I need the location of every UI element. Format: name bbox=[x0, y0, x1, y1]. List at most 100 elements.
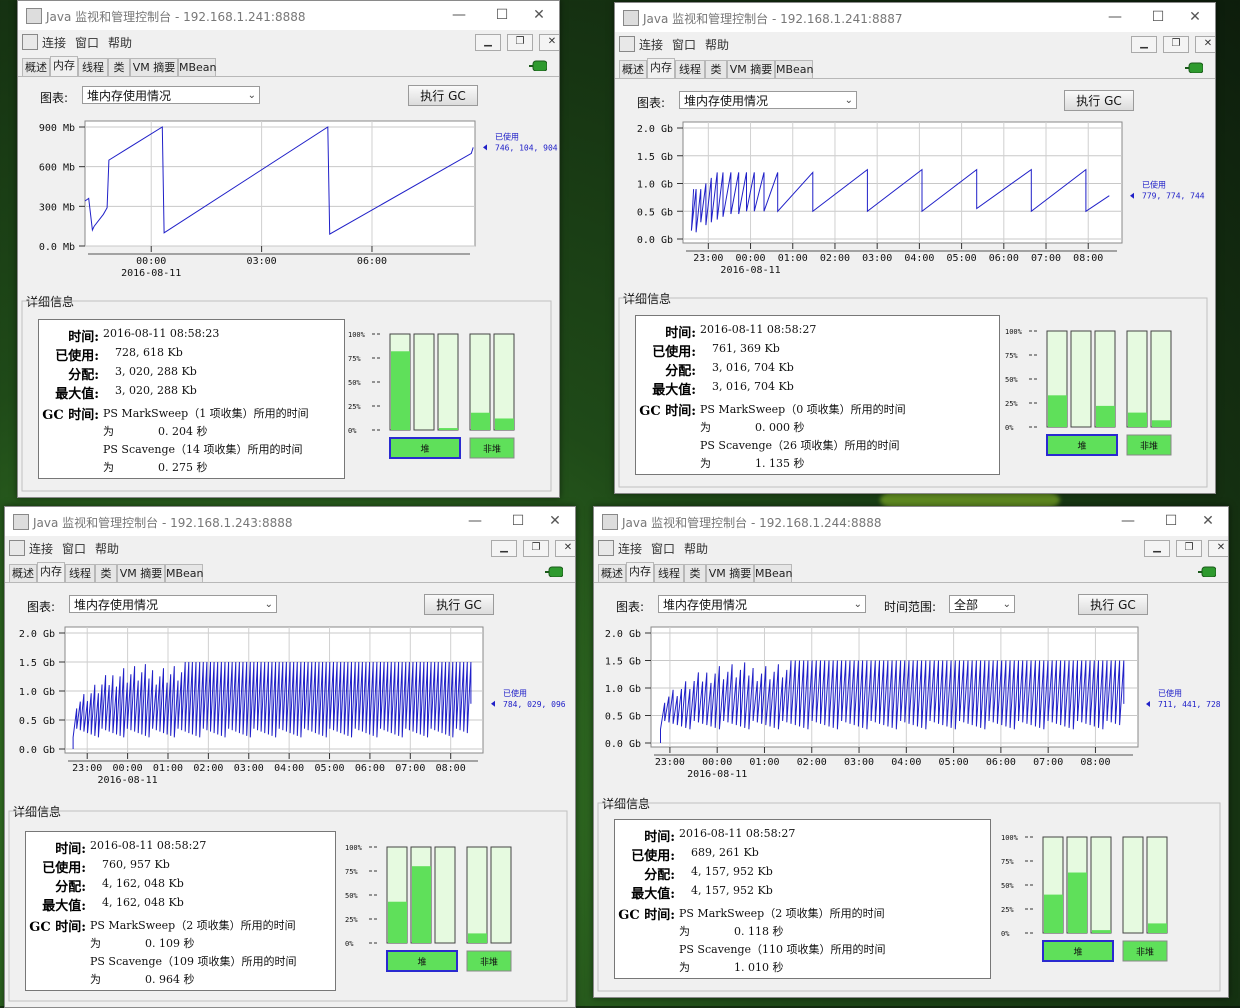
menu-item-window[interactable]: 窗口 bbox=[651, 542, 676, 556]
title-bar[interactable]: Java 监视和管理控制台 - 192.168.1.243:8888 — ☐ ✕ bbox=[5, 507, 575, 536]
title-bar[interactable]: Java 监视和管理控制台 - 192.168.1.244:8888 — ☐ ✕ bbox=[594, 507, 1228, 536]
tab-vm-summary[interactable]: VM 摘要 bbox=[130, 58, 178, 76]
chevron-down-icon: ⌄ bbox=[844, 95, 853, 106]
menu-item-connect[interactable]: 连接 bbox=[42, 36, 67, 50]
tab-mbean[interactable]: MBean bbox=[775, 60, 814, 78]
frame-restore-button[interactable]: ❐ bbox=[1163, 36, 1189, 53]
java-app-icon bbox=[26, 8, 42, 24]
perform-gc-button[interactable]: 执行 GC bbox=[1078, 594, 1148, 615]
tab-vm-summary[interactable]: VM 摘要 bbox=[117, 564, 165, 582]
close-button[interactable]: ✕ bbox=[1189, 9, 1201, 25]
tab-strip: 概述 内存 线程类 VM 摘要 MBean bbox=[594, 562, 1228, 583]
tab-memory[interactable]: 内存 bbox=[50, 56, 78, 76]
frame-close-button[interactable]: ✕ bbox=[1208, 540, 1228, 557]
tab-classes[interactable]: 类 bbox=[705, 60, 727, 78]
jconsole-window-243-8888[interactable]: Java 监视和管理控制台 - 192.168.1.243:8888— ☐ ✕ 连接窗… bbox=[4, 506, 576, 1008]
menu-item-connect[interactable]: 连接 bbox=[618, 542, 643, 556]
jconsole-window-244-8888[interactable]: Java 监视和管理控制台 - 192.168.1.244:8888— ☐ ✕ 连接窗… bbox=[593, 506, 1229, 998]
frame-minimize-button[interactable]: ▁ bbox=[1144, 540, 1170, 557]
tab-memory[interactable]: 内存 bbox=[37, 562, 65, 582]
tab-overview[interactable]: 概述 bbox=[9, 564, 37, 582]
jconsole-window-241-8887[interactable]: Java 监视和管理控制台 - 192.168.1.241:8887— ☐ ✕ 连接窗… bbox=[614, 2, 1216, 494]
maximize-button[interactable]: ☐ bbox=[511, 513, 525, 529]
tab-mbean[interactable]: MBean bbox=[754, 564, 793, 582]
maximize-button[interactable]: ☐ bbox=[495, 7, 509, 23]
maximize-button[interactable]: ☐ bbox=[1164, 513, 1178, 529]
x-tick-label: 07:00 bbox=[1031, 253, 1061, 264]
chart-type-select[interactable]: 堆内存使用情况 ⌄ bbox=[82, 86, 260, 104]
tab-classes[interactable]: 类 bbox=[95, 564, 117, 582]
x-date-label: 2016-08-11 bbox=[121, 268, 181, 279]
internal-frame-icon bbox=[9, 540, 25, 556]
chart-type-select[interactable]: 堆内存使用情况 ⌄ bbox=[679, 91, 857, 109]
x-tick-label: 23:00 bbox=[655, 757, 685, 768]
frame-close-button[interactable]: ✕ bbox=[1195, 36, 1215, 53]
menu-item-window[interactable]: 窗口 bbox=[672, 38, 697, 52]
tab-overview[interactable]: 概述 bbox=[22, 58, 50, 76]
x-tick-label: 06:00 bbox=[357, 256, 387, 267]
series-name-label: 已使用 bbox=[1158, 688, 1182, 698]
pool-bar bbox=[434, 846, 456, 944]
title-bar[interactable]: Java 监视和管理控制台 - 192.168.1.241:8888 — ☐ ✕ bbox=[18, 1, 559, 30]
pct-tick-label: 75% bbox=[345, 868, 358, 876]
close-button[interactable]: ✕ bbox=[1202, 513, 1214, 529]
tab-threads[interactable]: 线程 bbox=[78, 58, 108, 76]
chart-type-select[interactable]: 堆内存使用情况 ⌄ bbox=[658, 595, 866, 613]
time-range-select[interactable]: 全部 ⌄ bbox=[949, 595, 1015, 613]
tab-overview[interactable]: 概述 bbox=[598, 564, 626, 582]
title-bar[interactable]: Java 监视和管理控制台 - 192.168.1.241:8887 — ☐ ✕ bbox=[615, 3, 1215, 32]
minimize-button[interactable]: — bbox=[452, 7, 466, 23]
connection-status-icon bbox=[1198, 566, 1216, 577]
perform-gc-button[interactable]: 执行 GC bbox=[1064, 90, 1134, 111]
memory-pool-bars: 100% 75% 50% 25% 0% 堆 非堆 bbox=[345, 844, 512, 972]
tab-mbean[interactable]: MBean bbox=[165, 564, 204, 582]
jconsole-window-241-8888[interactable]: Java 监视和管理控制台 - 192.168.1.241:8888— ☐ ✕ 连接窗… bbox=[17, 0, 560, 498]
frame-restore-button[interactable]: ❐ bbox=[507, 34, 533, 51]
menu-item-help[interactable]: 帮助 bbox=[108, 36, 133, 50]
minimize-button[interactable]: — bbox=[1108, 9, 1122, 25]
tab-threads[interactable]: 线程 bbox=[675, 60, 705, 78]
frame-close-button[interactable]: ✕ bbox=[539, 34, 559, 51]
y-tick-label: 1.0 Gb bbox=[637, 180, 673, 191]
tab-mbean[interactable]: MBean bbox=[178, 58, 217, 76]
tab-threads[interactable]: 线程 bbox=[65, 564, 95, 582]
minimize-button[interactable]: — bbox=[468, 513, 482, 529]
frame-close-button[interactable]: ✕ bbox=[555, 540, 575, 557]
gc-scavenge-value: 为 1. 135 秒 bbox=[700, 457, 805, 470]
y-tick-label: 1.5 Gb bbox=[637, 152, 673, 163]
frame-restore-button[interactable]: ❐ bbox=[1176, 540, 1202, 557]
tab-threads[interactable]: 线程 bbox=[654, 564, 684, 582]
frame-minimize-button[interactable]: ▁ bbox=[1131, 36, 1157, 53]
frame-restore-button[interactable]: ❐ bbox=[523, 540, 549, 557]
tab-vm-summary[interactable]: VM 摘要 bbox=[706, 564, 754, 582]
minimize-button[interactable]: — bbox=[1121, 513, 1135, 529]
tab-classes[interactable]: 类 bbox=[684, 564, 706, 582]
menu-item-connect[interactable]: 连接 bbox=[639, 38, 664, 52]
menu-item-window[interactable]: 窗口 bbox=[75, 36, 100, 50]
menu-item-connect[interactable]: 连接 bbox=[29, 542, 54, 556]
chart-label: 图表: bbox=[637, 96, 666, 110]
frame-minimize-button[interactable]: ▁ bbox=[491, 540, 517, 557]
tab-overview[interactable]: 概述 bbox=[619, 60, 647, 78]
tab-memory[interactable]: 内存 bbox=[647, 58, 675, 78]
x-tick-label: 05:00 bbox=[939, 757, 969, 768]
menu-item-help[interactable]: 帮助 bbox=[95, 542, 120, 556]
frame-minimize-button[interactable]: ▁ bbox=[475, 34, 501, 51]
tab-vm-summary[interactable]: VM 摘要 bbox=[727, 60, 775, 78]
heap-pool-button bbox=[386, 950, 458, 972]
tab-memory[interactable]: 内存 bbox=[626, 562, 654, 582]
menu-item-help[interactable]: 帮助 bbox=[684, 542, 709, 556]
maximize-button[interactable]: ☐ bbox=[1151, 9, 1165, 25]
close-button[interactable]: ✕ bbox=[549, 513, 561, 529]
used-value: 761, 369 Kb bbox=[712, 342, 780, 355]
nonheap-pool-label: 非堆 bbox=[1136, 946, 1154, 958]
chart-label: 图表: bbox=[40, 91, 69, 105]
perform-gc-button[interactable]: 执行 GC bbox=[424, 594, 494, 615]
menu-bar: 连接 窗口 帮助 ▁ ❐ ✕ bbox=[594, 536, 1228, 558]
close-button[interactable]: ✕ bbox=[533, 7, 545, 23]
menu-item-help[interactable]: 帮助 bbox=[705, 38, 730, 52]
menu-item-window[interactable]: 窗口 bbox=[62, 542, 87, 556]
tab-classes[interactable]: 类 bbox=[108, 58, 130, 76]
perform-gc-button[interactable]: 执行 GC bbox=[408, 85, 478, 106]
chart-type-select[interactable]: 堆内存使用情况 ⌄ bbox=[69, 595, 277, 613]
